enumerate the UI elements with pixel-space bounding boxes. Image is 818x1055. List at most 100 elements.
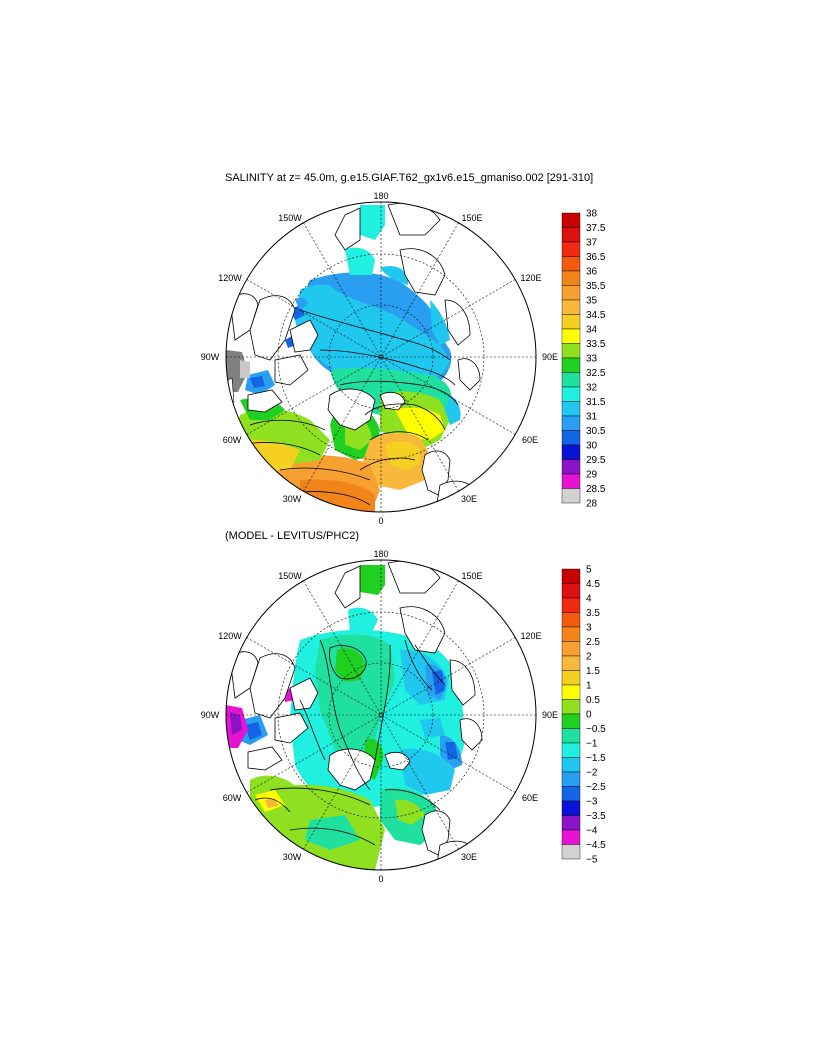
salinity-graticule (226, 202, 536, 512)
difference-panel-title: (MODEL - LEVITUS/PHC2) (225, 530, 360, 542)
colorbar-label: 31 (586, 412, 598, 423)
colorbar-label: 31.5 (586, 397, 606, 408)
lon-label-150e: 150E (461, 571, 482, 581)
colorbar-label: 33 (586, 354, 598, 365)
difference-field (226, 560, 483, 870)
salinity-map: 180 150E 120E 90E 60E 30E 0 30W 60W 90W … (201, 191, 606, 526)
colorbar-swatch (561, 401, 581, 417)
salinity-panel-title: SALINITY at z= 45.0m, g.e15.GIAF.T62_gx1… (225, 172, 594, 184)
colorbar-swatch (561, 256, 581, 272)
lon-label-60w: 60W (223, 435, 242, 445)
lon-label-30w: 30W (283, 494, 302, 504)
colorbar-swatch (561, 314, 581, 330)
colorbar-label: 2 (586, 652, 592, 663)
colorbar-swatch (561, 800, 581, 816)
colorbar-swatch (561, 583, 581, 599)
colorbar-label: 28.5 (586, 484, 606, 495)
colorbar-swatch (561, 626, 581, 642)
salinity-contours (239, 309, 459, 506)
colorbar-swatch (561, 430, 581, 446)
colorbar-label: 30.5 (586, 426, 606, 437)
difference-longitude-labels: 180 150E 120E 90E 60E 30E 0 30W 60W 90W … (201, 549, 558, 884)
lon-label-120e: 120E (520, 631, 541, 641)
colorbar-swatch (561, 372, 581, 388)
colorbar-label: 0.5 (586, 695, 600, 706)
colorbar-label: 4 (586, 594, 592, 605)
colorbar-label: 32 (586, 383, 598, 394)
colorbar-swatch (561, 285, 581, 301)
colorbar-label: 3.5 (586, 608, 600, 619)
lon-label-30e: 30E (461, 852, 477, 862)
lon-label-120e: 120E (520, 273, 541, 283)
colorbar-swatch (561, 844, 581, 860)
difference-map: 180 150E 120E 90E 60E 30E 0 30W 60W 90W … (201, 549, 606, 884)
lon-label-90w: 90W (201, 710, 220, 720)
difference-graticule (226, 560, 536, 870)
colorbar-swatch (561, 612, 581, 628)
colorbar-label: 36 (586, 267, 598, 278)
lon-label-0: 0 (378, 874, 383, 884)
colorbar-swatch (561, 771, 581, 787)
colorbar-swatch (561, 699, 581, 715)
colorbar-label: 2.5 (586, 637, 600, 648)
colorbar-swatch (561, 473, 581, 489)
colorbar-swatch (561, 328, 581, 344)
lon-label-60w: 60W (223, 793, 242, 803)
difference-colorbar: 5 4.5 4 3.5 3 2.5 2 1.5 1 0.5 0 −0.5 −1 −1.5 −2 −2.5 −3 −… (561, 565, 606, 866)
colorbar-label: 29 (586, 470, 598, 481)
colorbar-label: −1 (586, 739, 598, 750)
colorbar-label: 35 (586, 296, 598, 307)
lon-label-120w: 120W (218, 631, 242, 641)
difference-contours (254, 639, 446, 846)
colorbar-swatch (561, 343, 581, 359)
colorbar-swatch (561, 757, 581, 773)
colorbar-swatch (561, 815, 581, 831)
colorbar-label: 38 (586, 209, 598, 220)
colorbar-label: 30 (586, 441, 598, 452)
colorbar-label: 1.5 (586, 666, 600, 677)
colorbar-label: −3.5 (586, 811, 606, 822)
salinity-colorbar: 38 37.5 37 36.5 36 35.5 35 34.5 34 33.5 33 32.5 32 31… (561, 209, 606, 510)
colorbar-swatch (561, 459, 581, 475)
colorbar-swatch (561, 597, 581, 613)
lon-label-180: 180 (373, 191, 388, 201)
colorbar-label: 34 (586, 325, 598, 336)
colorbar-label: −3 (586, 797, 598, 808)
colorbar-swatch (561, 742, 581, 758)
colorbar-label: −4 (586, 826, 598, 837)
colorbar-swatch (561, 684, 581, 700)
colorbar-label: −2.5 (586, 782, 606, 793)
colorbar-swatch (561, 227, 581, 243)
lon-label-150w: 150W (278, 571, 302, 581)
colorbar-swatch (561, 829, 581, 845)
colorbar-label: 37.5 (586, 223, 606, 234)
colorbar-swatch (561, 415, 581, 431)
lon-label-180: 180 (373, 549, 388, 559)
lon-label-90e: 90E (542, 710, 558, 720)
colorbar-swatch (561, 357, 581, 373)
lon-label-30e: 30E (461, 494, 477, 504)
lon-label-90e: 90E (542, 352, 558, 362)
colorbar-label: 32.5 (586, 368, 606, 379)
colorbar-label: 1 (586, 681, 592, 692)
lon-label-150e: 150E (461, 213, 482, 223)
colorbar-swatch (561, 444, 581, 460)
colorbar-label: −4.5 (586, 840, 606, 851)
colorbar-swatch (561, 713, 581, 729)
colorbar-label: −1.5 (586, 753, 606, 764)
colorbar-label: −5 (586, 855, 598, 866)
colorbar-swatch (561, 299, 581, 315)
colorbar-label: 3 (586, 623, 592, 634)
lon-label-30w: 30W (283, 852, 302, 862)
lon-label-60e: 60E (522, 435, 538, 445)
colorbar-label: 35.5 (586, 281, 606, 292)
colorbar-label: 0 (586, 710, 592, 721)
colorbar-swatch (561, 670, 581, 686)
colorbar-swatch (561, 488, 581, 504)
colorbar-swatch (561, 641, 581, 657)
salinity-field (226, 202, 481, 512)
colorbar-label: 34.5 (586, 310, 606, 321)
colorbar-label: 37 (586, 238, 598, 249)
colorbar-swatch (561, 270, 581, 286)
